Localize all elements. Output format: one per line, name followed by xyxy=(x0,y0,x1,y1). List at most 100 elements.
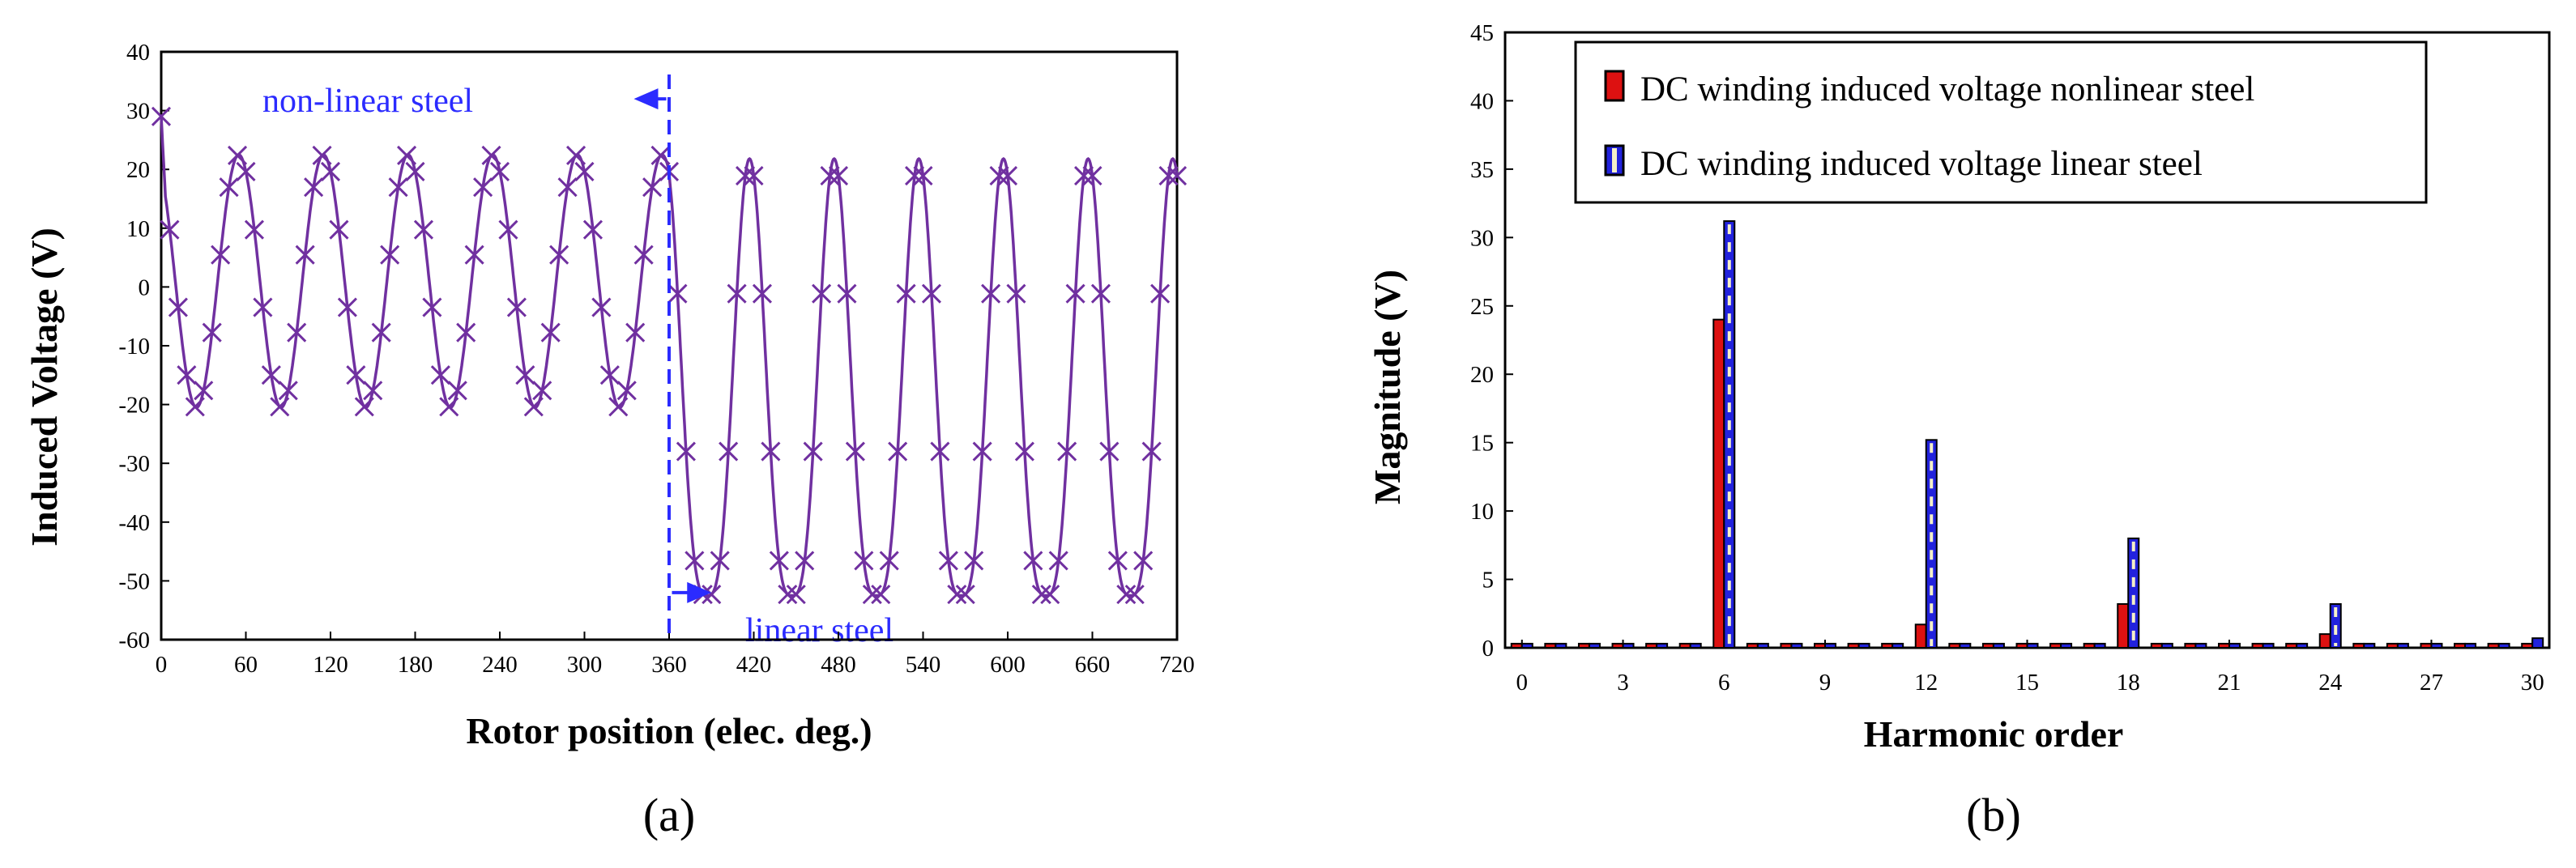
chart-b-bar-linear-body xyxy=(1756,642,1769,649)
chart-b-xtick-label: 18 xyxy=(2117,670,2140,696)
chart-b-bar-linear-body xyxy=(2430,642,2443,649)
chart-a-marker xyxy=(795,551,815,571)
chart-b-bar-nonlinear xyxy=(2150,642,2163,649)
chart-b-bar-nonlinear xyxy=(1611,642,1624,649)
chart-b-bar-linear xyxy=(1824,642,1837,649)
chart-b-bar-linear-body xyxy=(2363,642,2376,649)
chart-a-marker xyxy=(921,283,942,304)
chart-a-marker xyxy=(727,283,747,304)
chart-b-bar-nonlinear xyxy=(2251,642,2264,649)
chart-b-bar-nonlinear xyxy=(2083,642,2096,649)
chart-a-marker xyxy=(557,177,578,198)
chart-a-marker xyxy=(388,177,408,198)
chart-a-marker xyxy=(151,106,172,126)
chart-a-marker xyxy=(582,219,603,240)
chart-a-marker xyxy=(177,365,197,385)
chart-a-xtick-label: 120 xyxy=(313,652,348,678)
chart-a-marker xyxy=(422,297,442,317)
chart-a-marker xyxy=(1166,166,1188,186)
chart-b-bar-nonlinear xyxy=(1577,642,1590,649)
chart-b-bar-linear-body xyxy=(2060,642,2073,649)
chart-a-marker xyxy=(413,219,434,240)
chart-b-bar-nonlinear xyxy=(2285,642,2298,649)
chart-a-marker xyxy=(1150,283,1171,304)
chart-a-ylabel: Induced Voltage (V) xyxy=(23,228,65,547)
chart-a-marker xyxy=(685,551,705,571)
chart-b-bar-linear xyxy=(2464,642,2477,649)
chart-a-marker xyxy=(904,166,925,186)
chart-a-marker xyxy=(574,161,595,182)
chart-a-marker xyxy=(396,145,417,165)
chart-a-marker xyxy=(879,551,899,571)
chart-b-bar-nonlinear xyxy=(1510,642,1523,649)
chart-a-marker xyxy=(676,441,696,462)
chart-a-marker xyxy=(456,322,476,343)
chart-b-bar-linear-body xyxy=(1857,642,1870,649)
chart-b-ytick-label: 30 xyxy=(1470,225,1494,251)
chart-b-ytick-label: 35 xyxy=(1470,157,1494,183)
chart-a-marker xyxy=(812,283,832,304)
chart-a-xtick-label: 360 xyxy=(651,652,687,678)
chart-b-bar-linear-body xyxy=(1520,642,1533,649)
chart-a-xtick-label: 180 xyxy=(398,652,433,678)
chart-a-xtick-label: 660 xyxy=(1075,652,1111,678)
chart-a-panel-label: (a) xyxy=(643,789,695,841)
chart-b-bar-nonlinear xyxy=(1814,642,1827,649)
chart-a-marker xyxy=(650,145,671,165)
chart-a-marker xyxy=(981,283,1001,304)
chart-b-bar-linear-body xyxy=(2296,642,2309,649)
chart-a-marker xyxy=(854,551,874,571)
chart-b-bar-nonlinear xyxy=(2454,642,2467,649)
chart-a-marker xyxy=(964,551,984,571)
chart-b-bar-linear xyxy=(1959,642,1972,649)
legend-swatch-linear xyxy=(1604,144,1625,177)
chart-a-marker xyxy=(329,219,349,240)
chart-a-marker xyxy=(1082,166,1102,186)
chart-a-marker xyxy=(591,297,612,317)
chart-a-marker xyxy=(405,161,425,182)
chart-b-bar-linear-body xyxy=(2127,537,2140,649)
chart-a-xtick-label: 60 xyxy=(234,652,258,678)
chart-a-ytick-label: -40 xyxy=(118,510,150,536)
chart-a-marker xyxy=(532,381,552,401)
chart-b-xtick-label: 0 xyxy=(1516,670,1529,696)
chart-a-marker xyxy=(608,397,629,417)
chart-b-xtick-label: 27 xyxy=(2420,670,2443,696)
legend-label-linear: DC winding induced voltage linear steel xyxy=(1640,145,2203,183)
chart-a-xtick-label: 480 xyxy=(821,652,856,678)
chart-a-marker xyxy=(261,365,281,385)
chart-b-bar-nonlinear xyxy=(2318,633,2331,649)
chart-b-bar-linear xyxy=(2262,642,2275,649)
chart-a-marker xyxy=(565,145,586,165)
chart-b-bar-nonlinear xyxy=(1678,642,1691,649)
chart-a-marker xyxy=(1141,441,1162,462)
chart-b-bar-linear xyxy=(1689,642,1702,649)
chart-a-marker xyxy=(202,322,222,343)
chart-a-marker xyxy=(1065,283,1085,304)
chart-b-bar-linear xyxy=(2396,642,2409,649)
chart-b-bar-nonlinear xyxy=(2049,642,2062,649)
chart-a-marker xyxy=(599,365,620,385)
chart-a-marker xyxy=(744,166,764,186)
chart-b-bar-linear-body xyxy=(1925,439,1938,649)
chart-a-xtick-label: 540 xyxy=(906,652,941,678)
chart-b-bar-linear-body xyxy=(1656,642,1669,649)
chart-a-marker xyxy=(312,145,332,165)
chart-a-marker xyxy=(244,219,265,240)
chart-a-marker xyxy=(625,322,646,343)
chart-a-marker xyxy=(1006,283,1026,304)
chart-b-ytick-label: 20 xyxy=(1470,362,1494,388)
chart-a-marker xyxy=(896,283,916,304)
chart-b-bar-linear-body xyxy=(1891,642,1904,649)
chart-b-bar-linear xyxy=(2127,537,2140,649)
chart-b-bar-nonlinear xyxy=(1780,642,1793,649)
chart-b-bar-linear xyxy=(2363,642,2376,649)
chart-a-ytick-label: -50 xyxy=(118,568,150,594)
chart-b-ylabel: Magnitude (V) xyxy=(1367,270,1408,504)
chart-b-bar-linear-body xyxy=(1723,220,1736,649)
chart-b-bar-linear-body xyxy=(2262,642,2275,649)
chart-b-bar-linear-body xyxy=(1959,642,1972,649)
chart-a-marker xyxy=(1133,551,1154,571)
chart-a-marker xyxy=(803,441,823,462)
chart-b-bar-nonlinear xyxy=(2420,642,2433,649)
